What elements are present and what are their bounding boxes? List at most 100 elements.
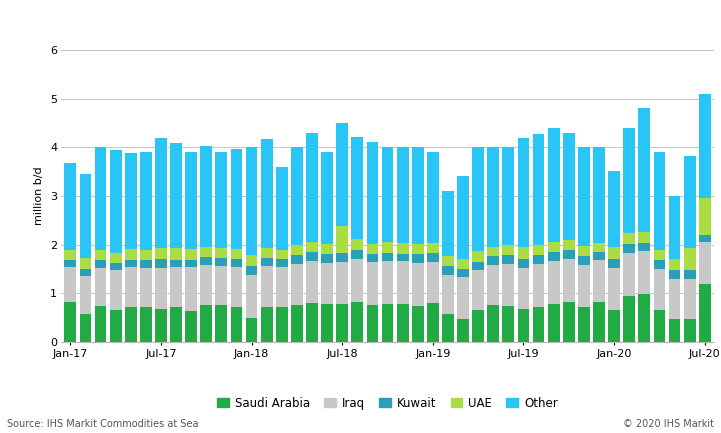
Bar	[64, 163, 76, 250]
Bar	[381, 304, 394, 342]
Bar	[125, 249, 137, 260]
Bar	[397, 261, 409, 304]
Bar	[684, 319, 696, 342]
Bar	[291, 245, 303, 255]
Bar	[170, 260, 182, 267]
Bar	[336, 123, 348, 226]
Bar	[472, 310, 484, 342]
Bar	[306, 242, 318, 252]
Bar	[684, 248, 696, 270]
Bar	[487, 256, 499, 265]
Bar	[653, 260, 665, 269]
Bar	[624, 244, 635, 253]
Bar	[472, 271, 484, 310]
Bar	[563, 132, 575, 240]
Bar	[110, 253, 122, 263]
Bar	[216, 265, 227, 304]
Bar	[578, 265, 590, 307]
Bar	[246, 255, 257, 266]
Bar	[472, 147, 484, 251]
Bar	[668, 279, 681, 319]
Bar	[140, 249, 151, 260]
Bar	[276, 267, 288, 307]
Bar	[291, 264, 303, 305]
Bar	[381, 147, 394, 242]
Bar	[668, 196, 681, 259]
Bar	[638, 232, 650, 242]
Bar	[412, 244, 424, 255]
Bar	[668, 259, 681, 270]
Bar	[503, 147, 514, 245]
Bar	[261, 248, 273, 258]
Bar	[336, 304, 348, 342]
Bar	[200, 247, 212, 257]
Bar	[548, 252, 559, 261]
Bar	[412, 147, 424, 244]
Bar	[64, 250, 76, 260]
Bar	[412, 306, 424, 342]
Bar	[638, 294, 650, 342]
Bar	[624, 128, 635, 233]
Bar	[322, 152, 333, 244]
Bar	[185, 311, 197, 342]
Bar	[699, 242, 711, 284]
Text: Source: IHS Markit Commodities at Sea: Source: IHS Markit Commodities at Sea	[7, 419, 199, 429]
Bar	[125, 267, 137, 307]
Bar	[638, 251, 650, 294]
Bar	[306, 132, 318, 242]
Bar	[276, 249, 288, 259]
Bar	[336, 262, 348, 304]
Bar	[64, 302, 76, 342]
Bar	[351, 138, 363, 239]
Bar	[79, 269, 92, 276]
Bar	[110, 271, 122, 310]
Bar	[624, 233, 635, 244]
Bar	[94, 260, 107, 268]
Bar	[170, 143, 182, 248]
Bar	[442, 266, 454, 275]
Bar	[548, 128, 559, 242]
Bar	[487, 147, 499, 247]
Bar	[503, 245, 514, 255]
Text: © 2020 IHS Markit: © 2020 IHS Markit	[623, 419, 714, 429]
Bar	[125, 307, 137, 342]
Bar	[79, 314, 92, 342]
Bar	[487, 265, 499, 305]
Bar	[200, 257, 212, 265]
Bar	[397, 304, 409, 342]
Bar	[216, 304, 227, 342]
Bar	[291, 147, 303, 245]
Bar	[185, 267, 197, 311]
Bar	[155, 309, 167, 342]
Bar	[170, 248, 182, 260]
Bar	[457, 319, 469, 342]
Bar	[185, 152, 197, 249]
Bar	[291, 305, 303, 342]
Bar	[110, 310, 122, 342]
Bar	[261, 307, 273, 342]
Bar	[216, 152, 227, 248]
Bar	[533, 264, 544, 307]
Bar	[593, 260, 605, 302]
Bar	[246, 266, 257, 275]
Bar	[457, 259, 469, 268]
Bar	[322, 263, 333, 304]
Bar	[306, 252, 318, 261]
Bar	[64, 267, 76, 302]
Bar	[503, 255, 514, 264]
Bar	[653, 152, 665, 249]
Bar	[140, 152, 151, 249]
Bar	[518, 259, 529, 268]
Bar	[216, 248, 227, 258]
Bar	[699, 94, 711, 198]
Bar	[322, 244, 333, 255]
Bar	[79, 174, 92, 258]
Bar	[276, 259, 288, 267]
Bar	[155, 248, 167, 259]
Bar	[366, 254, 379, 262]
Bar	[609, 310, 620, 342]
Bar	[699, 235, 711, 242]
Bar	[381, 261, 394, 304]
Bar	[155, 259, 167, 268]
Bar	[653, 269, 665, 310]
